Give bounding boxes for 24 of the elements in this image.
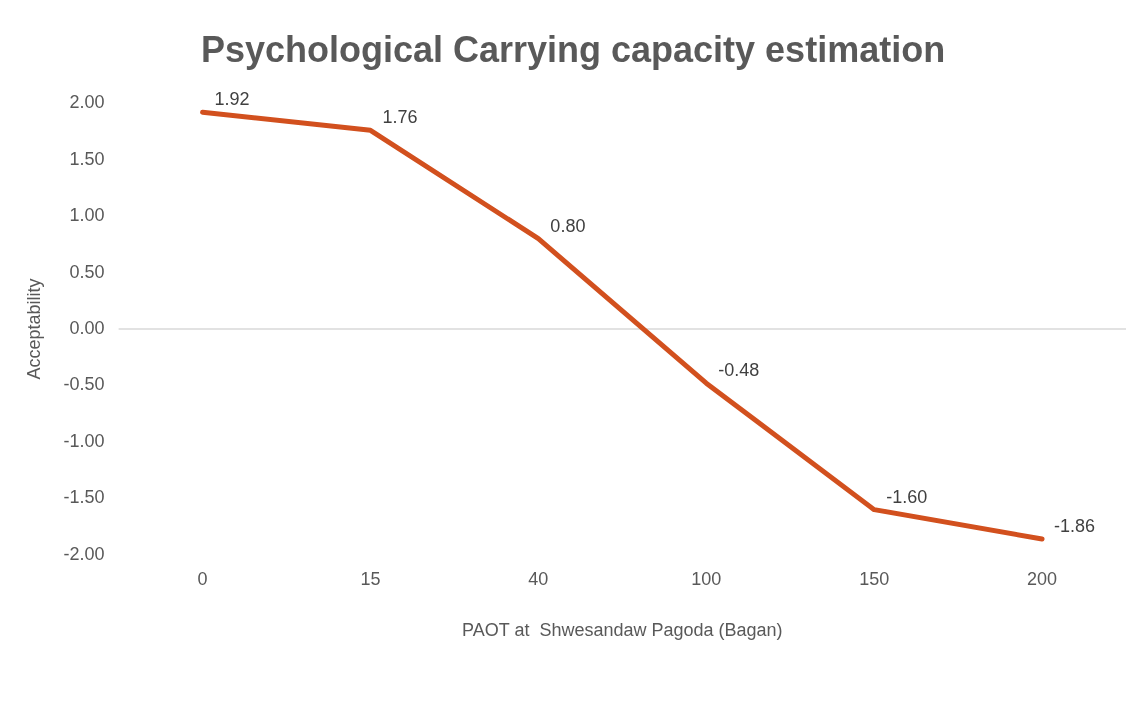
x-axis-title: PAOT at Shwesandaw Pagoda (Bagan) <box>462 620 783 641</box>
y-tick-label: 0.00 <box>69 317 105 338</box>
x-tick-label: 0 <box>197 568 208 589</box>
data-label: 1.76 <box>382 107 418 128</box>
y-tick-label: 0.50 <box>69 261 105 282</box>
data-label: -1.60 <box>886 486 928 507</box>
x-tick-label: 100 <box>691 568 722 589</box>
chart-title: Psychological Carrying capacity estimation <box>200 28 946 70</box>
data-label: -1.86 <box>1054 515 1096 536</box>
y-axis-title: Acceptability <box>23 278 44 380</box>
data-label: 1.92 <box>214 89 250 110</box>
y-tick-label: -1.50 <box>63 487 105 508</box>
x-tick-label: 40 <box>528 568 549 589</box>
x-tick-label: 200 <box>1027 568 1058 589</box>
y-tick-label: -2.00 <box>63 543 105 564</box>
y-tick-label: 1.50 <box>69 148 105 169</box>
x-tick-label: 150 <box>859 568 890 589</box>
y-tick-label: 1.00 <box>69 205 105 226</box>
data-label: -0.48 <box>718 360 760 381</box>
y-tick-label: -0.50 <box>63 374 105 395</box>
y-tick-label: -1.00 <box>63 430 105 451</box>
data-label: 0.80 <box>550 215 586 236</box>
y-tick-label: 2.00 <box>69 92 105 113</box>
x-tick-label: 15 <box>360 568 381 589</box>
